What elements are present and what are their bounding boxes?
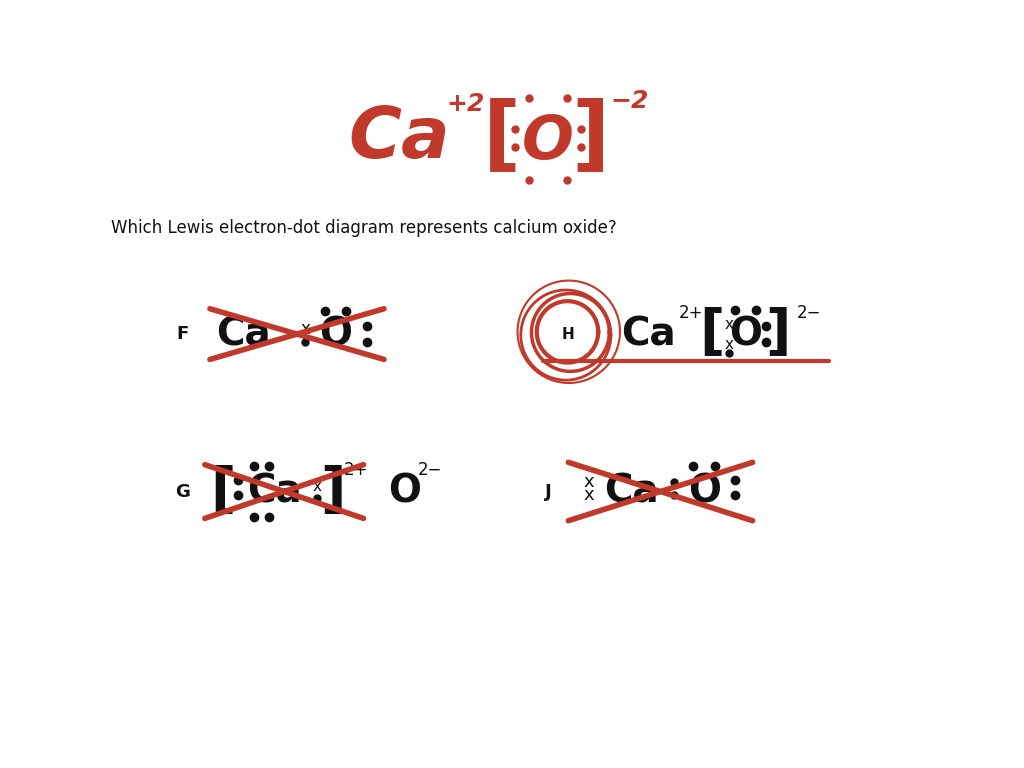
Text: x: x bbox=[725, 316, 733, 332]
Text: ]: ] bbox=[321, 465, 345, 518]
Text: O: O bbox=[729, 315, 762, 353]
Text: 2−: 2− bbox=[418, 461, 442, 479]
Text: Ca: Ca bbox=[604, 472, 659, 511]
Text: [: [ bbox=[211, 465, 236, 518]
Text: Which Lewis electron-dot diagram represents calcium oxide?: Which Lewis electron-dot diagram represe… bbox=[111, 219, 616, 237]
Text: x: x bbox=[313, 478, 322, 494]
Text: H: H bbox=[562, 326, 574, 342]
Text: x: x bbox=[300, 319, 310, 338]
Text: x: x bbox=[725, 337, 733, 353]
Text: [: [ bbox=[482, 98, 521, 179]
Text: Ca: Ca bbox=[621, 315, 676, 353]
Text: Ca: Ca bbox=[216, 315, 271, 353]
Text: J: J bbox=[545, 482, 551, 501]
Text: G: G bbox=[175, 482, 189, 501]
Text: [: [ bbox=[699, 307, 724, 361]
Text: +2: +2 bbox=[446, 91, 485, 116]
Text: 2−: 2− bbox=[797, 304, 821, 323]
Text: Ca: Ca bbox=[348, 104, 451, 173]
Text: O: O bbox=[388, 472, 421, 511]
Text: −2: −2 bbox=[610, 89, 649, 114]
Text: 2+: 2+ bbox=[679, 304, 703, 323]
Text: O: O bbox=[688, 472, 721, 511]
Text: ]: ] bbox=[766, 307, 791, 361]
Text: O: O bbox=[319, 315, 352, 353]
Text: x: x bbox=[584, 472, 594, 491]
Text: Ca: Ca bbox=[247, 472, 302, 511]
Text: ]: ] bbox=[571, 98, 610, 179]
Text: F: F bbox=[176, 325, 188, 343]
Text: x: x bbox=[584, 486, 594, 505]
Text: O: O bbox=[522, 113, 573, 171]
Text: 2+: 2+ bbox=[344, 461, 369, 479]
